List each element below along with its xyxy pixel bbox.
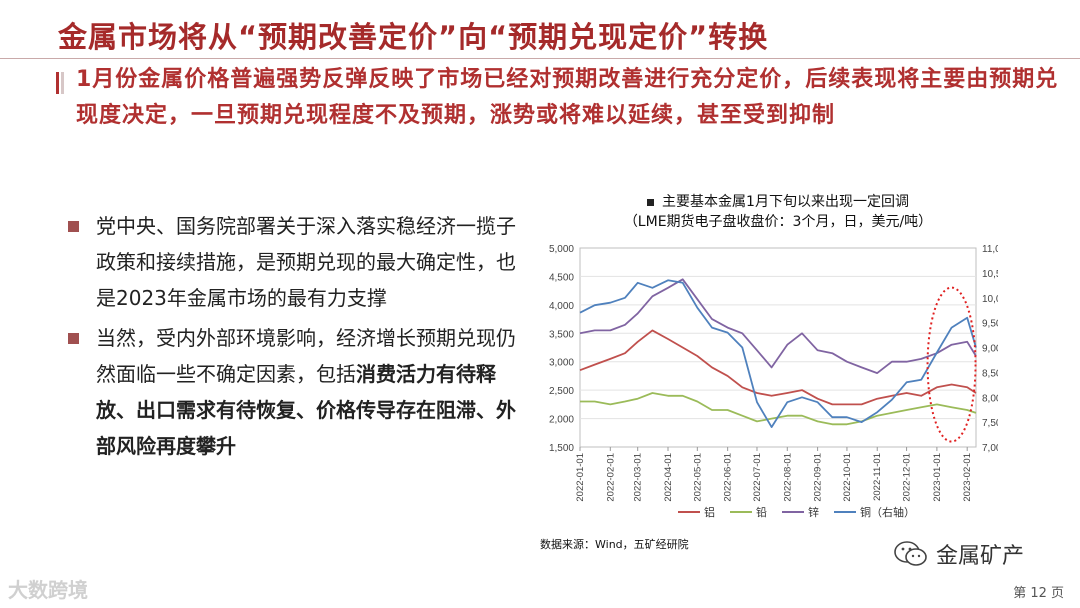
chart-title-square-icon <box>647 198 655 206</box>
y-left-tick-label: 2,500 <box>549 386 574 397</box>
x-tick-label: 2022-05-01 <box>692 453 703 502</box>
y-right-tick-label: 9,000 <box>982 344 998 355</box>
bullet-list: 党中央、国务院部署关于深入落实稳经济一揽子政策和接续措施，是预期兑现的最大确定性… <box>68 208 518 468</box>
bullet-text: 党中央、国务院部署关于深入落实稳经济一揽子政策和接续措施，是预期兑现的最大确定性… <box>96 214 516 310</box>
chart-title: 主要基本金属1月下旬以来出现一定回调 （LME期货电子盘收盘价：3个月，日，美元… <box>528 192 1028 232</box>
y-right-tick-label: 11,000 <box>982 244 998 255</box>
y-left-tick-label: 2,000 <box>549 415 574 426</box>
x-tick-label: 2022-07-01 <box>752 453 763 502</box>
x-tick-label: 2022-10-01 <box>842 453 853 502</box>
watermark: 大数跨境 <box>8 578 88 602</box>
series-line <box>579 278 977 375</box>
y-right-tick-label: 10,000 <box>982 294 998 305</box>
x-tick-label: 2022-02-01 <box>605 453 616 502</box>
series-line <box>579 279 977 429</box>
x-tick-label: 2022-03-01 <box>633 453 644 502</box>
y-right-tick-label: 7,000 <box>982 443 998 454</box>
x-tick-label: 2022-08-01 <box>782 453 793 502</box>
legend-label: 铝 <box>704 505 715 519</box>
bullet-text: 当然，受内外部环境影响，经济增长预期兑现仍然面临一些不确定因素，包括 <box>96 326 516 386</box>
x-tick-label: 2022-01-01 <box>575 453 586 502</box>
legend-label: 铜（右轴） <box>860 505 915 519</box>
bullet-item-1: 党中央、国务院部署关于深入落实稳经济一揽子政策和接续措施，是预期兑现的最大确定性… <box>68 208 518 316</box>
legend-label: 锌 <box>808 505 819 519</box>
y-left-tick-label: 4,500 <box>549 272 574 283</box>
bullet-square-icon <box>68 333 79 344</box>
y-right-tick-label: 10,500 <box>982 269 998 280</box>
y-left-tick-label: 4,000 <box>549 301 574 312</box>
metal-price-chart: 1,500 2,000 2,500 3,000 3,500 4,000 4,500 5,000… <box>549 244 998 519</box>
y-right-tick-label: 7,500 <box>982 418 998 429</box>
chart-title-line2: （LME期货电子盘收盘价：3个月，日，美元/吨） <box>623 214 933 230</box>
x-tick-label: 2023-01-01 <box>932 453 943 502</box>
y-left-tick-label: 3,000 <box>549 358 574 369</box>
y-left-tick-label: 1,500 <box>549 443 574 454</box>
chart-title-line1: 主要基本金属1月下旬以来出现一定回调 <box>662 194 909 210</box>
x-tick-label: 2022-12-01 <box>902 453 913 502</box>
y-right-tick-label: 9,500 <box>982 319 998 330</box>
bullet-square-icon <box>68 221 79 232</box>
y-left-tick-label: 5,000 <box>549 244 574 255</box>
x-tick-label: 2022-04-01 <box>663 453 674 502</box>
bullet-bold-text: 消费活力有待释放、出口需求有待恢复、价格传导存在阻滞、外部风险再度攀升 <box>96 362 516 458</box>
x-tick-label: 2022-09-01 <box>813 453 824 502</box>
x-tick-label: 2022-11-01 <box>872 453 883 501</box>
legend-label: 铅 <box>756 505 767 519</box>
y-right-tick-label: 8,500 <box>982 368 998 379</box>
title-divider <box>0 58 1080 59</box>
bullet-item-2: 当然，受内外部环境影响，经济增长预期兑现仍然面临一些不确定因素，包括消费活力有待… <box>68 320 518 464</box>
wechat-icon <box>894 541 927 566</box>
x-tick-label: 2022-06-01 <box>723 453 734 502</box>
y-right-tick-label: 8,000 <box>982 393 998 404</box>
x-tick-label: 2023-02-01 <box>962 453 973 502</box>
page-title: 金属市场将从“预期改善定价”向“预期兑现定价”转换 <box>58 20 769 54</box>
wechat-account: 金属矿产 <box>894 538 1024 570</box>
lead-paragraph: 1月份金属价格普遍强势反弹反映了市场已经对预期改善进行充分定价，后续表现将主要由… <box>76 67 1059 128</box>
series-line <box>579 329 977 406</box>
lead-marker-icon <box>56 72 68 94</box>
y-left-tick-label: 3,500 <box>549 329 574 340</box>
wechat-name: 金属矿产 <box>936 544 1025 569</box>
series-line <box>580 392 977 426</box>
page-number: 第 12 页 <box>1013 586 1064 601</box>
data-source: 数据来源：Wind，五矿经研院 <box>540 538 689 551</box>
